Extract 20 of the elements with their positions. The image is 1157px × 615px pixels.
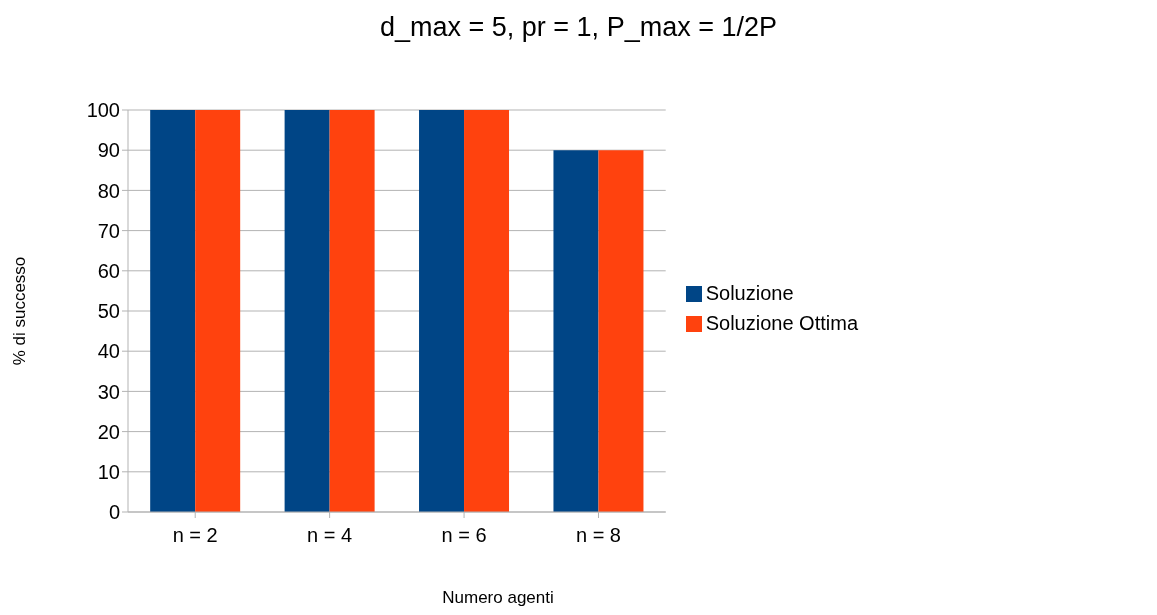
y-tick-label: 40 [97, 340, 120, 363]
x-axis-title: Numero agenti [441, 588, 555, 608]
y-tick-label: 0 [108, 501, 120, 524]
y-tick-label: 10 [97, 460, 120, 483]
chart-title: d_max = 5, pr = 1, P_max = 1/2P [379, 12, 778, 43]
y-tick-label: 90 [97, 139, 120, 162]
y-tick-label: 20 [97, 420, 120, 443]
y-axis-title: % di successo [10, 256, 30, 366]
y-tick-label: 50 [97, 300, 120, 323]
x-tick-label: n = 6 [441, 524, 487, 547]
y-tick-label: 70 [97, 219, 120, 242]
y-tick-label: 30 [97, 380, 120, 403]
y-tick-label: 80 [97, 179, 120, 202]
y-tick-label: 60 [97, 259, 120, 282]
x-tick-label: n = 4 [307, 524, 353, 547]
x-tick-label: n = 8 [575, 524, 622, 547]
legend-label: Soluzione [705, 281, 794, 304]
y-tick-label: 100 [86, 99, 120, 122]
x-tick-label: n = 2 [172, 524, 218, 547]
legend-label: Soluzione Ottima [705, 311, 858, 334]
